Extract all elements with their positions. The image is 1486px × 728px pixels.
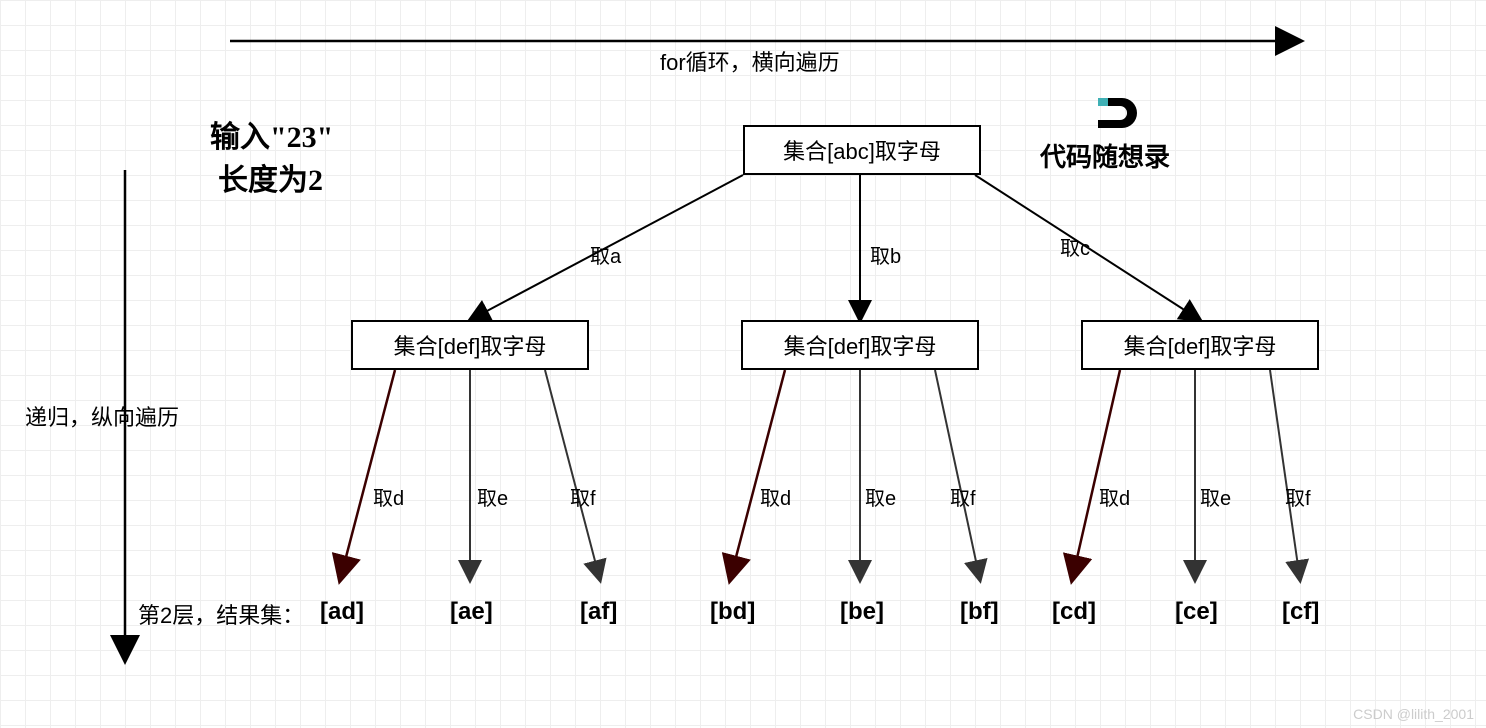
- result-af: [af]: [580, 598, 617, 626]
- result-bf: [bf]: [960, 598, 999, 626]
- edge-ad: [340, 370, 395, 580]
- edge-bf: [935, 370, 980, 580]
- node-b: 集合[def]取字母: [741, 320, 979, 370]
- edge-cf-label: 取f: [1285, 482, 1311, 511]
- result-ce: [ce]: [1175, 598, 1218, 626]
- results-label: 第2层，结果集：: [138, 598, 304, 630]
- edge-ae-label: 取e: [477, 482, 508, 511]
- top-arrow-label: for循环，横向遍历: [660, 45, 840, 77]
- input-line1: 输入"23": [210, 112, 333, 156]
- result-bd: [bd]: [710, 598, 755, 626]
- edge-a-label: 取a: [590, 240, 621, 269]
- edge-ce-label: 取e: [1200, 482, 1231, 511]
- node-a-text: 集合[def]取字母: [394, 329, 547, 361]
- node-c: 集合[def]取字母: [1081, 320, 1319, 370]
- node-a: 集合[def]取字母: [351, 320, 589, 370]
- edge-bf-label: 取f: [950, 482, 976, 511]
- edge-ad-label: 取d: [373, 482, 404, 511]
- edge-be-label: 取e: [865, 482, 896, 511]
- input-line2: 长度为2: [218, 155, 323, 199]
- edge-cd: [1072, 370, 1120, 580]
- edge-b-label: 取b: [870, 240, 901, 269]
- edge-cf: [1270, 370, 1300, 580]
- edge-af: [545, 370, 600, 580]
- edge-bd-label: 取d: [760, 482, 791, 511]
- root-node: 集合[abc]取字母: [743, 125, 981, 175]
- result-be: [be]: [840, 598, 884, 626]
- edge-bd: [730, 370, 785, 580]
- edge-c-label: 取c: [1060, 232, 1090, 261]
- csdn-watermark: CSDN @lilith_2001: [1353, 706, 1474, 722]
- watermark-text: 代码随想录: [1040, 137, 1170, 174]
- result-ae: [ae]: [450, 598, 493, 626]
- node-c-text: 集合[def]取字母: [1124, 329, 1277, 361]
- result-ad: [ad]: [320, 598, 364, 626]
- side-arrow-label: 递归，纵向遍历: [25, 400, 179, 432]
- node-b-text: 集合[def]取字母: [784, 329, 937, 361]
- watermark-logo-icon: [1098, 98, 1142, 128]
- edge-cd-label: 取d: [1099, 482, 1130, 511]
- edge-af-label: 取f: [570, 482, 596, 511]
- result-cf: [cf]: [1282, 598, 1319, 626]
- root-node-text: 集合[abc]取字母: [783, 134, 941, 166]
- result-cd: [cd]: [1052, 598, 1096, 626]
